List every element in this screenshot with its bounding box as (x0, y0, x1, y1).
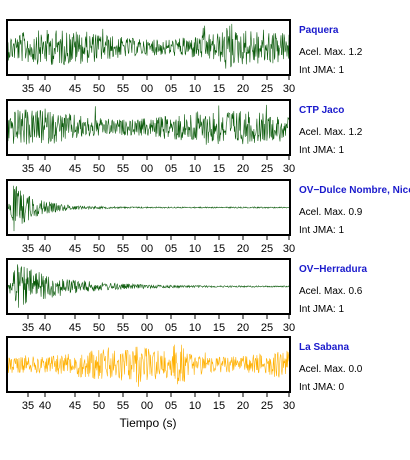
x-tick-label: 10 (189, 322, 201, 334)
x-tick-label: 40 (39, 243, 51, 255)
x-tick-label: 35 (22, 400, 34, 412)
x-tick-label: 40 (39, 83, 51, 95)
x-tick-label: 30 (283, 243, 295, 255)
int-jma-label: Int JMA: 1 (299, 304, 344, 315)
int-jma-label: Int JMA: 1 (299, 225, 344, 236)
x-tick-label: 25 (261, 322, 273, 334)
station-name: OV−Herradura (299, 264, 368, 275)
x-tick-label: 30 (283, 163, 295, 175)
x-tick-label: 45 (69, 400, 81, 412)
accel-max-label: Acel. Max. 1.2 (299, 47, 363, 58)
station-panel: 35 40 45 50 55 00 05 10 15 20 25 30 Paquera Acel. Max… (6, 19, 363, 95)
panel-frame (6, 179, 291, 236)
x-tick-label: 55 (117, 163, 129, 175)
x-tick-label: 10 (189, 400, 201, 412)
x-tick-label: 50 (93, 243, 105, 255)
x-tick-label: 20 (237, 400, 249, 412)
waveform-trace (7, 104, 290, 145)
x-tick-label: 00 (141, 322, 153, 334)
waveform-trace (7, 264, 290, 308)
x-tick-label: 00 (141, 83, 153, 95)
x-tick-label: 10 (189, 83, 201, 95)
station-name: OV−Dulce Nombre, Nicoya (299, 185, 410, 196)
station-panel: 35 40 45 50 55 00 05 10 15 20 25 30 CTP Jaco Acel. Ma… (6, 99, 363, 175)
station-panel: 35 40 45 50 55 00 05 10 15 20 25 30 OV−Dulce Nombre,… (6, 179, 410, 255)
x-tick-label: 50 (93, 83, 105, 95)
waveform-trace (7, 23, 290, 69)
x-tick-label: 10 (189, 163, 201, 175)
x-tick-label: 30 (283, 400, 295, 412)
x-tick-label: 00 (141, 243, 153, 255)
x-tick-label: 40 (39, 163, 51, 175)
x-tick-label: 45 (69, 322, 81, 334)
x-tick-label: 25 (261, 83, 273, 95)
x-tick-label: 25 (261, 400, 273, 412)
x-tick-label: 15 (213, 163, 225, 175)
x-tick-label: 45 (69, 83, 81, 95)
x-tick-label: 00 (141, 163, 153, 175)
accel-max-label: Acel. Max. 1.2 (299, 127, 363, 138)
x-tick-label: 05 (165, 243, 177, 255)
x-tick-label: 35 (22, 322, 34, 334)
x-tick-label: 20 (237, 322, 249, 334)
waveform-trace (7, 185, 290, 232)
x-tick-label: 00 (141, 400, 153, 412)
x-tick-label: 45 (69, 243, 81, 255)
x-tick-label: 55 (117, 400, 129, 412)
int-jma-label: Int JMA: 1 (299, 145, 344, 156)
x-tick-label: 55 (117, 322, 129, 334)
x-tick-label: 05 (165, 322, 177, 334)
accel-max-label: Acel. Max. 0.0 (299, 364, 363, 375)
x-tick-label: 35 (22, 163, 34, 175)
x-tick-label: 20 (237, 243, 249, 255)
panel-frame (6, 336, 291, 393)
x-tick-label: 55 (117, 83, 129, 95)
x-tick-label: 10 (189, 243, 201, 255)
x-tick-label: 20 (237, 83, 249, 95)
station-name: La Sabana (299, 342, 349, 353)
x-tick-label: 35 (22, 243, 34, 255)
x-tick-label: 05 (165, 163, 177, 175)
int-jma-label: Int JMA: 0 (299, 382, 344, 393)
station-name: CTP Jaco (299, 105, 344, 116)
x-tick-label: 25 (261, 243, 273, 255)
panel-frame (6, 19, 291, 76)
accel-max-label: Acel. Max. 0.9 (299, 207, 363, 218)
x-tick-label: 40 (39, 322, 51, 334)
x-tick-label: 50 (93, 322, 105, 334)
x-tick-label: 35 (22, 83, 34, 95)
x-tick-label: 05 (165, 400, 177, 412)
x-tick-label: 50 (93, 400, 105, 412)
panel-frame (6, 99, 291, 156)
x-tick-label: 55 (117, 243, 129, 255)
x-tick-label: 25 (261, 163, 273, 175)
x-tick-label: 45 (69, 163, 81, 175)
x-tick-label: 30 (283, 322, 295, 334)
panel-frame (6, 258, 291, 315)
x-axis-title: Tiempo (s) (120, 416, 177, 430)
station-panel: 35 40 45 50 55 00 05 10 15 20 25 30 La Sabana Acel. M… (6, 336, 363, 412)
waveform-trace (7, 344, 290, 387)
accel-max-label: Acel. Max. 0.6 (299, 286, 363, 297)
x-tick-label: 15 (213, 243, 225, 255)
x-tick-label: 30 (283, 83, 295, 95)
x-tick-label: 50 (93, 163, 105, 175)
x-tick-label: 20 (237, 163, 249, 175)
int-jma-label: Int JMA: 1 (299, 65, 344, 76)
station-name: Paquera (299, 25, 339, 36)
x-tick-label: 40 (39, 400, 51, 412)
x-tick-label: 05 (165, 83, 177, 95)
x-tick-label: 15 (213, 83, 225, 95)
x-tick-label: 15 (213, 322, 225, 334)
station-panel: 35 40 45 50 55 00 05 10 15 20 25 30 OV−Herradura Acel… (6, 258, 368, 334)
x-tick-label: 15 (213, 400, 225, 412)
